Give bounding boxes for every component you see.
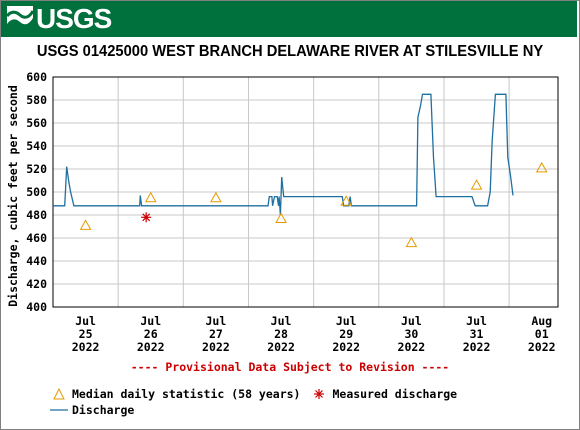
legend-item-discharge: Discharge bbox=[50, 403, 134, 417]
y-tick-label: 520 bbox=[26, 162, 47, 176]
x-tick-label: Jul 30 2022 bbox=[398, 314, 426, 354]
chart-title: USGS 01425000 WEST BRANCH DELAWARE RIVER… bbox=[36, 43, 544, 60]
median-point bbox=[405, 236, 418, 248]
usgs-logo[interactable]: USGS bbox=[7, 3, 112, 34]
legend: Median daily statistic (58 years) Measur… bbox=[50, 386, 467, 418]
y-tick-labels: 400 420 440 460 480 500 520 540 560 580 600 bbox=[26, 70, 47, 314]
y-tick-label: 400 bbox=[26, 300, 47, 314]
median-point bbox=[79, 219, 92, 230]
grid-layer bbox=[53, 76, 558, 308]
plot-border bbox=[52, 76, 559, 308]
y-tick-label: 460 bbox=[26, 231, 47, 245]
median-point bbox=[275, 212, 287, 223]
y-tick-label: 500 bbox=[26, 185, 47, 199]
median-point bbox=[470, 179, 483, 190]
legend-label-discharge: Discharge bbox=[72, 403, 135, 417]
x-tick-label: Jul 29 2022 bbox=[332, 314, 360, 354]
logo-text: USGS bbox=[36, 3, 112, 34]
usgs-banner: USGS bbox=[1, 1, 577, 37]
y-tick-label: 440 bbox=[26, 254, 47, 268]
x-tick-label: Jul 26 2022 bbox=[137, 314, 165, 354]
usgs-wave-icon bbox=[7, 6, 33, 32]
median-point bbox=[144, 191, 157, 203]
x-tick-label: Jul 27 2022 bbox=[202, 314, 230, 354]
x-tick-label: Jul 25 2022 bbox=[72, 314, 100, 354]
x-tick-label: Jul 28 2022 bbox=[267, 314, 295, 354]
legend-item-measured: Measured discharge bbox=[310, 387, 457, 401]
legend-label-median: Median daily statistic (58 years) bbox=[72, 387, 301, 401]
line-marker-icon bbox=[50, 409, 68, 411]
measured-point bbox=[141, 212, 152, 223]
median-point bbox=[210, 191, 222, 203]
median-point bbox=[340, 195, 353, 206]
legend-item-median: Median daily statistic (58 years) bbox=[50, 387, 300, 401]
star-marker-icon bbox=[314, 389, 325, 399]
y-axis-label: Discharge, cubic feet per second bbox=[6, 85, 20, 307]
x-tick-label: Jul 31 2022 bbox=[463, 314, 491, 354]
triangle-marker-icon bbox=[53, 387, 65, 400]
discharge-line bbox=[53, 93, 514, 216]
y-tick-label: 600 bbox=[26, 70, 47, 84]
x-tick-labels: Jul 25 2022 Jul 26 2022 Jul 27 2022 Jul 28 2022 Jul 2… bbox=[72, 314, 556, 354]
series-layer bbox=[53, 93, 548, 248]
provisional-notice: ---- Provisional Data Subject to Revisio… bbox=[130, 360, 450, 374]
x-tick-label: Aug 01 2022 bbox=[528, 314, 556, 354]
y-tick-label: 560 bbox=[26, 116, 47, 130]
median-point bbox=[535, 161, 548, 173]
y-tick-label: 480 bbox=[26, 208, 47, 222]
y-tick-label: 580 bbox=[26, 93, 47, 107]
y-tick-label: 540 bbox=[26, 139, 47, 153]
y-tick-label: 420 bbox=[26, 277, 47, 291]
legend-label-measured: Measured discharge bbox=[332, 387, 458, 401]
